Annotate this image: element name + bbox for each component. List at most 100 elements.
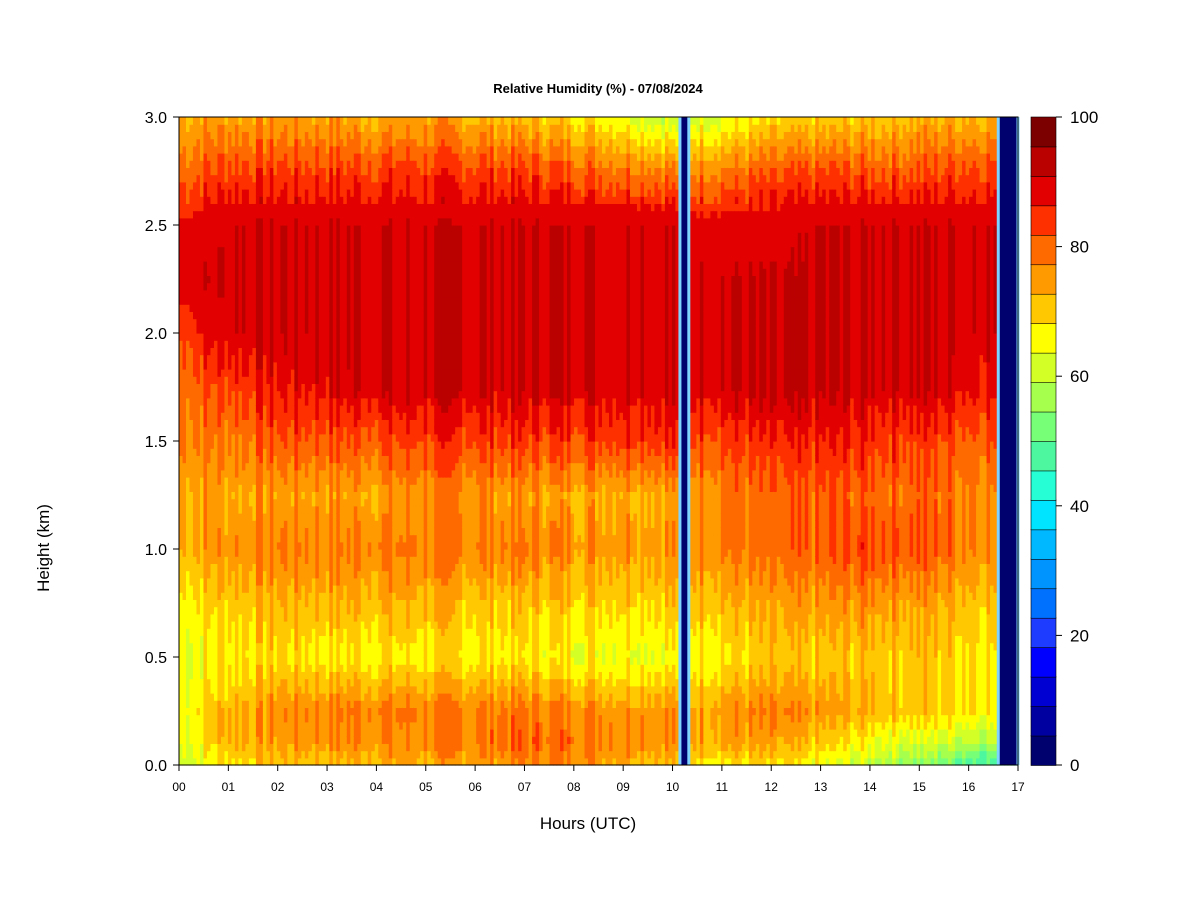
heatmap-cell (262, 534, 267, 543)
heatmap-cell (353, 131, 358, 140)
heatmap-cell (322, 729, 327, 737)
heatmap-cell (322, 153, 327, 161)
heatmap-cell (213, 714, 219, 723)
heatmap-cell (290, 621, 295, 629)
heatmap-cell (238, 232, 243, 240)
heatmap-cell (213, 369, 219, 377)
heatmap-cell (287, 405, 292, 413)
heatmap-cell (224, 469, 229, 478)
heatmap-cell (217, 534, 222, 543)
heatmap-cell (238, 750, 243, 759)
heatmap-cell (367, 167, 372, 176)
heatmap-cell (248, 743, 254, 752)
heatmap-cell (283, 289, 288, 298)
heatmap-cell (329, 462, 334, 471)
heatmap-cell (255, 196, 261, 204)
heatmap-cell (339, 347, 344, 356)
heatmap-cell (234, 757, 240, 766)
heatmap-cell (350, 707, 355, 716)
heatmap-cell (364, 642, 369, 651)
heatmap-cell (262, 383, 267, 392)
heatmap-cell (280, 685, 285, 694)
heatmap-cell (308, 541, 313, 550)
heatmap-cell (318, 275, 323, 284)
heatmap-cell (287, 124, 292, 132)
heatmap-cell (203, 203, 208, 212)
heatmap-cell (364, 606, 369, 615)
heatmap-cell (280, 333, 285, 341)
heatmap-cell (217, 505, 222, 514)
heatmap-cell (315, 462, 320, 471)
heatmap-cell (245, 592, 250, 600)
heatmap-cell (259, 138, 264, 147)
heatmap-cell (322, 642, 327, 651)
heatmap-cell (325, 426, 330, 435)
heatmap-cell (227, 181, 233, 190)
heatmap-cell (332, 397, 337, 406)
heatmap-cell (234, 124, 240, 132)
heatmap-cell (301, 325, 306, 334)
heatmap-cell (346, 685, 351, 694)
heatmap-cell (210, 657, 215, 665)
heatmap-cell (259, 505, 264, 514)
heatmap-cell (273, 613, 278, 622)
heatmap-cell (280, 304, 285, 312)
heatmap-cell (308, 498, 313, 507)
heatmap-cell (308, 405, 313, 413)
heatmap-cell (224, 563, 229, 572)
heatmap-cell (304, 160, 309, 168)
heatmap-cell (329, 498, 334, 507)
heatmap-cell (206, 729, 212, 737)
heatmap-cell (217, 282, 222, 291)
heatmap-cell (304, 361, 309, 370)
heatmap-cell (315, 628, 320, 636)
heatmap-cell (238, 261, 243, 269)
heatmap-cell (199, 239, 205, 248)
heatmap-cell (266, 318, 271, 327)
heatmap-cell (189, 563, 194, 572)
heatmap-cell (227, 361, 233, 370)
heatmap-cell (273, 261, 278, 269)
heatmap-cell (231, 621, 236, 629)
heatmap-cell (238, 757, 243, 766)
heatmap-cell (199, 167, 205, 176)
heatmap-cell (248, 376, 254, 384)
heatmap-cell (308, 671, 313, 680)
heatmap-cell (304, 318, 309, 327)
heatmap-cell (350, 649, 355, 658)
heatmap-cell (245, 318, 250, 327)
heatmap-cell (322, 124, 327, 132)
heatmap-cell (273, 210, 278, 219)
heatmap-cell (213, 160, 219, 168)
heatmap-cell (179, 304, 184, 312)
heatmap-cell (294, 577, 299, 586)
heatmap-cell (329, 693, 334, 701)
heatmap-cell (329, 534, 334, 543)
heatmap-cell (269, 275, 274, 284)
heatmap-cell (213, 505, 219, 514)
heatmap-cell (269, 203, 274, 212)
heatmap-cell (325, 477, 330, 485)
heatmap-cell (280, 462, 285, 471)
heatmap-cell (315, 160, 320, 168)
heatmap-cell (245, 405, 250, 413)
heatmap-cell (220, 628, 226, 636)
heatmap-cell (287, 628, 292, 636)
heatmap-cell (231, 383, 236, 392)
heatmap-cell (266, 491, 271, 500)
heatmap-cell (315, 498, 320, 507)
heatmap-cell (245, 261, 250, 269)
heatmap-cell (220, 390, 226, 399)
heatmap-cell (248, 325, 254, 334)
heatmap-cell (364, 189, 369, 197)
heatmap-cell (280, 527, 285, 536)
heatmap-cell (364, 333, 369, 341)
heatmap-cell (364, 261, 369, 269)
heatmap-cell (255, 369, 261, 377)
heatmap-cell (276, 577, 281, 586)
heatmap-cell (182, 628, 187, 636)
heatmap-cell (217, 462, 222, 471)
heatmap-cell (179, 757, 184, 766)
heatmap-cell (259, 354, 264, 363)
heatmap-cell (350, 577, 355, 586)
